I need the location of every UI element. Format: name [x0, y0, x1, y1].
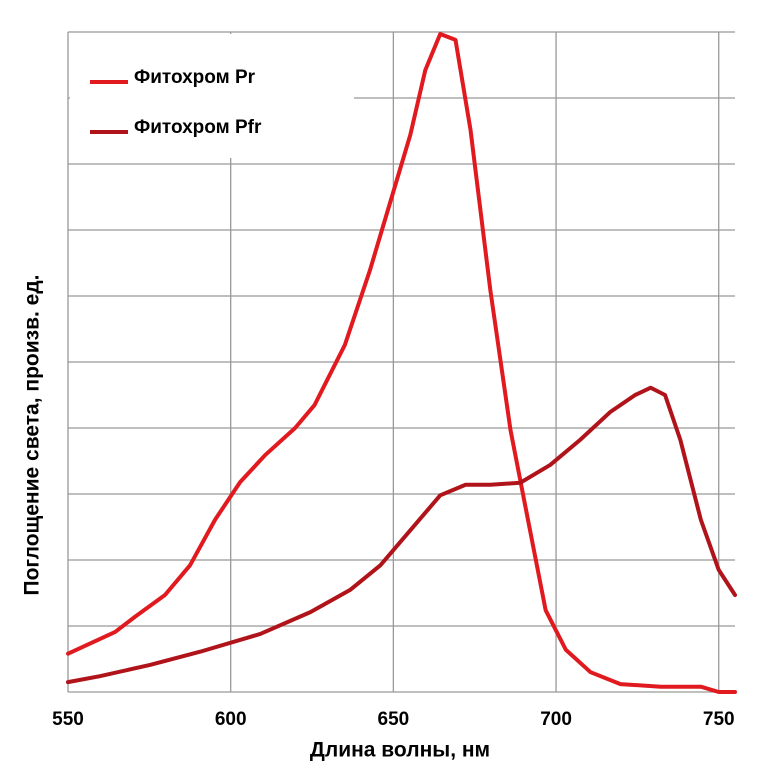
legend-box: [70, 34, 354, 158]
x-tick-label: 650: [378, 709, 410, 730]
x-axis-label: Длина волны, нм: [310, 739, 490, 762]
grid: [67, 31, 735, 693]
line: [66, 385, 737, 685]
x-tick-label: 600: [215, 709, 247, 730]
x-tick-label: 700: [540, 709, 572, 730]
legend-label: Фитохром Pfr: [134, 117, 262, 138]
line: [66, 31, 737, 694]
y-axis-label: Поглощение света, произв. ед.: [21, 275, 44, 596]
legend-label: Фитохром Pr: [134, 67, 256, 88]
x-tick-label: 750: [703, 709, 735, 730]
x-tick-label: 550: [52, 709, 84, 730]
